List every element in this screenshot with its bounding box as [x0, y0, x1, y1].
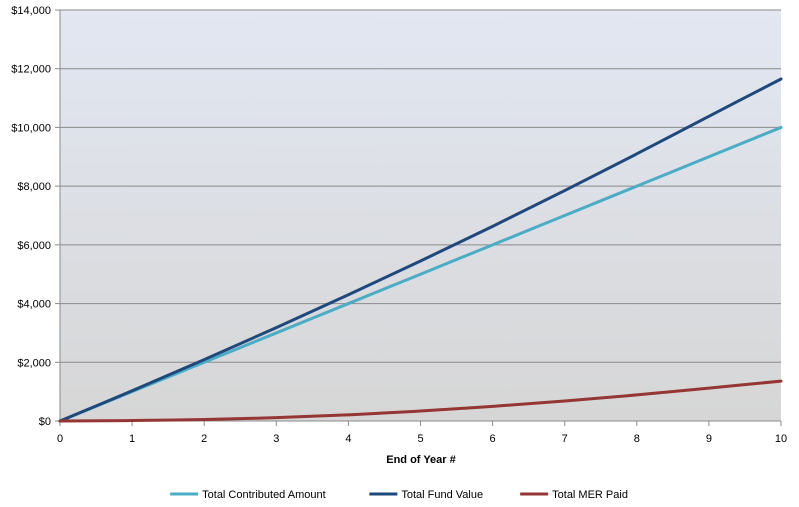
x-tick-label: 8 [634, 433, 640, 445]
tick-labels: $0 $2,000 $4,000 $6,000 $8,000 $10,000 $12,000… [11, 5, 787, 445]
gridlines [60, 9, 781, 363]
y-tick-label: $12,000 [11, 64, 51, 76]
legend-label: Total MER Paid [552, 489, 628, 501]
x-tick-label: 6 [490, 433, 496, 445]
x-tick-label: 9 [706, 433, 712, 445]
x-tick-label: 4 [345, 433, 351, 445]
legend-label: Total Contributed Amount [202, 489, 326, 501]
y-tick-label: $0 [39, 416, 51, 428]
legend: Total Contributed Amount Total Fund Value… [170, 489, 628, 501]
series-lines [58, 77, 783, 423]
x-tick-label: 3 [273, 433, 279, 445]
y-tick-label: $6,000 [17, 240, 51, 252]
y-tick-label: $2,000 [17, 357, 51, 369]
y-tick-label: $10,000 [11, 122, 51, 134]
legend-label: Total Fund Value [401, 489, 483, 501]
legend-item-total-contributed-amount: Total Contributed Amount [170, 489, 326, 501]
x-tick-label: 5 [417, 433, 423, 445]
y-tick-label: $8,000 [17, 181, 51, 193]
y-tick-label: $14,000 [11, 5, 51, 17]
legend-item-total-fund-value: Total Fund Value [369, 489, 483, 501]
series-line-total-fund-value [58, 77, 783, 423]
x-tick-label: 1 [129, 433, 135, 445]
plot-area [60, 10, 781, 421]
x-tick-label: 10 [775, 433, 787, 445]
x-tick-label: 2 [201, 433, 207, 445]
x-tick-label: 0 [57, 433, 63, 445]
legend-item-total-mer-paid: Total MER Paid [520, 489, 628, 501]
series-line-total-mer-paid [58, 379, 783, 423]
x-axis-title: End of Year # [386, 454, 456, 466]
x-tick-label: 7 [562, 433, 568, 445]
y-tick-label: $4,000 [17, 299, 51, 311]
series-line-total-contributed-amount [58, 125, 783, 423]
